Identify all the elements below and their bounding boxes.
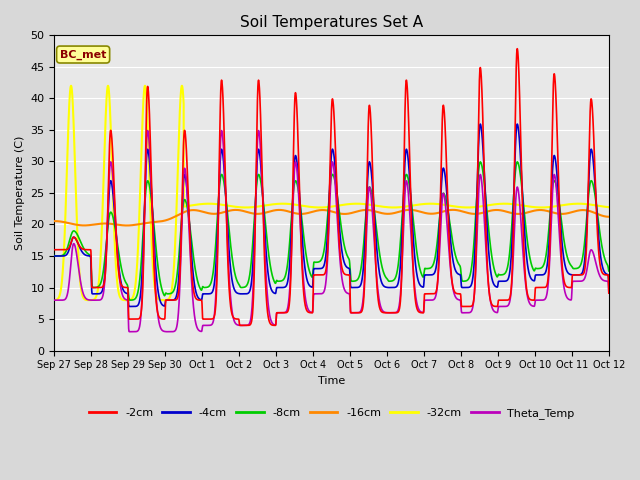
-32cm: [552, 203, 560, 209]
Line: -8cm: -8cm: [54, 162, 609, 300]
-16cm: [396, 209, 403, 215]
-4cm: [386, 285, 394, 290]
-16cm: [605, 214, 612, 220]
Theta_Temp: [605, 288, 612, 293]
-2cm: [605, 290, 612, 296]
Theta_Temp: [552, 186, 560, 192]
-32cm: [605, 204, 612, 210]
-32cm: [51, 297, 58, 303]
Theta_Temp: [51, 297, 58, 303]
-8cm: [513, 159, 521, 165]
Theta_Temp: [386, 310, 394, 316]
Line: -2cm: -2cm: [54, 49, 609, 325]
-2cm: [237, 323, 244, 328]
-4cm: [552, 165, 560, 171]
Theta_Temp: [163, 329, 171, 335]
-8cm: [552, 183, 560, 189]
Title: Soil Temperatures Set A: Soil Temperatures Set A: [240, 15, 423, 30]
-2cm: [396, 306, 403, 312]
-4cm: [396, 272, 403, 278]
-16cm: [205, 211, 213, 216]
-32cm: [170, 271, 177, 276]
-32cm: [86, 297, 93, 303]
Theta_Temp: [396, 300, 403, 305]
-8cm: [386, 278, 394, 284]
-2cm: [205, 316, 213, 322]
-4cm: [605, 277, 612, 283]
-8cm: [396, 251, 403, 256]
-4cm: [51, 253, 58, 259]
-8cm: [51, 252, 58, 258]
Theta_Temp: [605, 290, 612, 296]
X-axis label: Time: Time: [318, 376, 345, 386]
-32cm: [386, 204, 394, 210]
Line: -16cm: -16cm: [54, 210, 609, 226]
-4cm: [170, 297, 177, 303]
-8cm: [127, 297, 134, 303]
-16cm: [605, 214, 612, 220]
-8cm: [605, 267, 612, 273]
-4cm: [513, 121, 521, 127]
-32cm: [67, 83, 75, 89]
-4cm: [605, 279, 612, 285]
Theta_Temp: [205, 323, 213, 328]
-32cm: [205, 201, 213, 206]
Line: -32cm: -32cm: [54, 86, 609, 300]
-16cm: [170, 215, 177, 220]
-2cm: [552, 108, 560, 113]
-4cm: [127, 303, 134, 309]
-32cm: [605, 204, 612, 210]
-16cm: [386, 211, 394, 216]
Y-axis label: Soil Temperature (C): Soil Temperature (C): [15, 136, 25, 250]
Line: -4cm: -4cm: [54, 124, 609, 306]
-16cm: [552, 210, 560, 216]
-2cm: [513, 46, 521, 52]
-8cm: [205, 283, 213, 289]
-32cm: [396, 204, 403, 210]
-4cm: [205, 291, 213, 297]
-8cm: [170, 288, 177, 294]
Line: Theta_Temp: Theta_Temp: [54, 131, 609, 332]
-2cm: [170, 297, 177, 303]
Legend: -2cm, -4cm, -8cm, -16cm, -32cm, Theta_Temp: -2cm, -4cm, -8cm, -16cm, -32cm, Theta_Te…: [84, 404, 579, 423]
-16cm: [406, 207, 413, 213]
-16cm: [51, 218, 58, 224]
-2cm: [386, 310, 394, 316]
-8cm: [605, 268, 612, 274]
Theta_Temp: [170, 329, 177, 335]
-16cm: [123, 223, 131, 228]
-2cm: [605, 284, 612, 290]
Text: BC_met: BC_met: [60, 49, 106, 60]
-2cm: [51, 247, 58, 252]
Theta_Temp: [255, 128, 262, 133]
